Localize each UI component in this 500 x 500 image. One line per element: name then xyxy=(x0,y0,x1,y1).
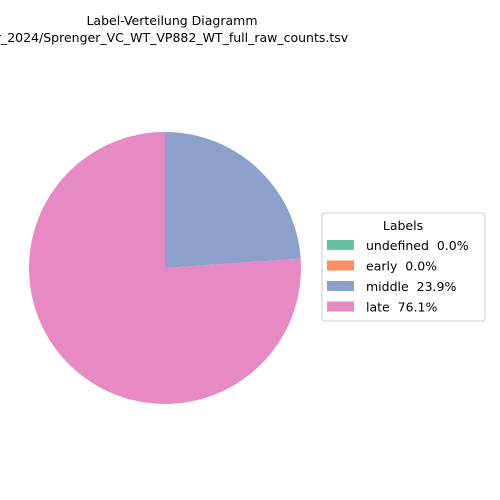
legend-label-early: early 0.0% xyxy=(366,259,437,274)
legend-entries: undefined 0.0% early 0.0% middle 23.9% late… xyxy=(327,238,469,315)
legend-frame xyxy=(321,212,486,322)
legend-title: Labels xyxy=(383,218,423,233)
legend-swatch-early xyxy=(327,260,354,271)
chart-title: Label-Verteilung Diagramm xyxy=(86,13,257,28)
legend-label-late: late 76.1% xyxy=(366,300,438,315)
legend-swatch-undefined xyxy=(327,240,354,250)
pie-slice-late xyxy=(29,132,302,404)
legend: Labels undefined 0.0% early 0.0% middle 23… xyxy=(321,212,486,322)
legend-swatch-late xyxy=(327,301,354,312)
legend-swatch-middle xyxy=(327,281,354,291)
legend-label-undefined: undefined 0.0% xyxy=(366,238,469,253)
pie-slice-middle xyxy=(165,132,301,268)
pie-slices xyxy=(29,132,302,404)
chart-subtitle: r_2024/Sprenger_VC_WT_VP882_WT_full_raw_… xyxy=(0,30,349,45)
legend-label-middle: middle 23.9% xyxy=(366,279,456,294)
